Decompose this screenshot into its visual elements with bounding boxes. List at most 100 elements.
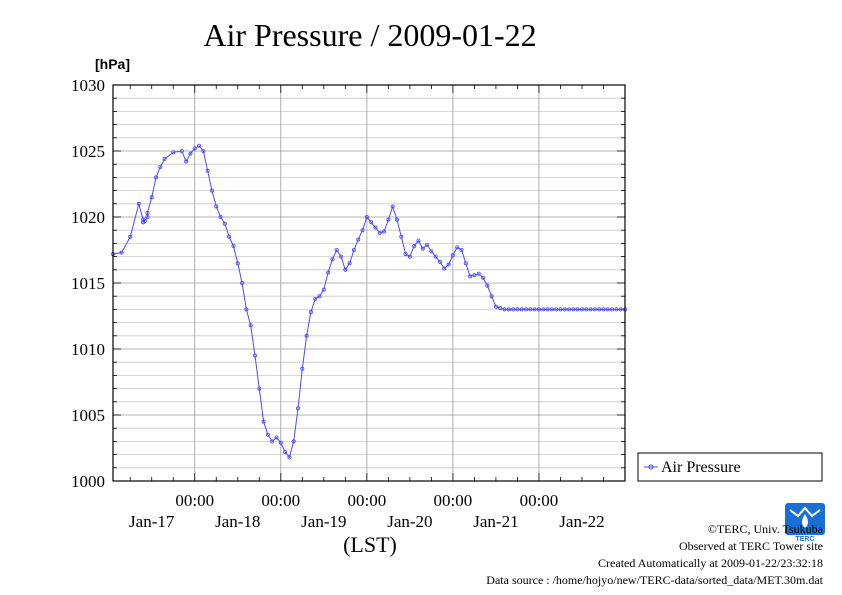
data-point (330, 257, 335, 262)
data-point (610, 307, 615, 312)
data-point (588, 307, 593, 312)
data-point (571, 307, 576, 312)
x-date-label: Jan-19 (301, 512, 346, 531)
data-point (502, 307, 507, 312)
data-point (442, 266, 447, 271)
data-point (485, 283, 490, 288)
data-point (265, 432, 270, 437)
data-point (227, 234, 232, 239)
data-point (605, 307, 610, 312)
data-point (313, 296, 318, 301)
data-point (287, 455, 292, 460)
footer-observed: Observed at TERC Tower site (679, 539, 823, 553)
data-point (382, 229, 387, 234)
data-point (296, 406, 301, 411)
data-point (532, 307, 537, 312)
x-time-label: 00:00 (520, 491, 559, 510)
data-point (446, 262, 451, 267)
data-point (364, 214, 369, 219)
data-point (390, 204, 395, 209)
data-point (179, 148, 184, 153)
data-point (326, 270, 331, 275)
data-point (481, 275, 486, 280)
data-point (205, 168, 210, 173)
data-point (472, 273, 477, 278)
data-point (343, 267, 348, 272)
data-point (515, 307, 520, 312)
data-point (270, 439, 275, 444)
legend-label: Air Pressure (661, 459, 741, 476)
data-point (209, 188, 214, 193)
data-point (244, 307, 249, 312)
data-point (192, 146, 197, 151)
x-date-label: Jan-17 (129, 512, 175, 531)
y-tick-label: 1025 (71, 142, 105, 161)
data-point (373, 225, 378, 230)
data-point (231, 244, 236, 249)
data-point (506, 307, 511, 312)
data-point (545, 307, 550, 312)
data-point (339, 254, 344, 259)
data-point (248, 323, 253, 328)
logo-drop-icon (802, 514, 808, 528)
data-point (240, 280, 245, 285)
footer-copyright: ©TERC, Univ. Tsukuba (708, 522, 824, 536)
data-point (218, 214, 223, 219)
legend-box (637, 452, 823, 482)
data-point (437, 259, 442, 264)
series-air-pressure (111, 143, 628, 460)
data-point (567, 307, 572, 312)
data-point (489, 294, 494, 299)
x-date-label: Jan-22 (559, 512, 604, 531)
data-point (511, 307, 516, 312)
data-point (463, 261, 468, 266)
data-point (369, 220, 374, 225)
data-point (562, 307, 567, 312)
data-point (407, 254, 412, 259)
legend: Air Pressure (637, 452, 823, 482)
data-point (360, 228, 365, 233)
data-point (558, 307, 563, 312)
data-point (425, 242, 430, 247)
data-point (188, 151, 193, 156)
footer-created: Created Automatically at 2009-01-22/23:3… (598, 556, 823, 570)
data-point (308, 310, 313, 315)
series-line (112, 145, 625, 459)
data-point (252, 353, 257, 358)
y-tick-label: 1015 (71, 274, 105, 293)
y-tick-labels: 1000 1005 1010 1015 1020 1025 1030 (71, 76, 105, 491)
data-point (592, 307, 597, 312)
data-point (171, 150, 176, 155)
data-point (184, 159, 189, 164)
data-point (498, 306, 503, 311)
data-point (554, 307, 559, 312)
y-axis-unit: [hPa] (95, 56, 130, 72)
data-point (235, 261, 240, 266)
data-point (575, 307, 580, 312)
x-time-label: 00:00 (261, 491, 300, 510)
data-point (541, 307, 546, 312)
data-point (386, 217, 391, 222)
data-point (119, 250, 124, 255)
data-point (493, 304, 498, 309)
data-point (145, 211, 150, 216)
logo-wave-icon (789, 506, 821, 518)
data-point (257, 386, 262, 391)
data-point (317, 294, 322, 299)
y-tick-label: 1020 (71, 208, 105, 227)
data-point (278, 440, 283, 445)
chart-title: Air Pressure / 2009-01-22 (203, 17, 536, 53)
data-point (549, 307, 554, 312)
data-point (334, 247, 339, 252)
data-point (433, 254, 438, 259)
footer-source: Data source : /home/hojyo/new/TERC-data/… (486, 573, 823, 587)
data-point (136, 201, 141, 206)
data-point (420, 246, 425, 251)
data-point (476, 271, 481, 276)
x-time-label: 00:00 (175, 491, 214, 510)
data-point (300, 366, 305, 371)
data-point (468, 274, 473, 279)
plot-frame (112, 84, 626, 482)
